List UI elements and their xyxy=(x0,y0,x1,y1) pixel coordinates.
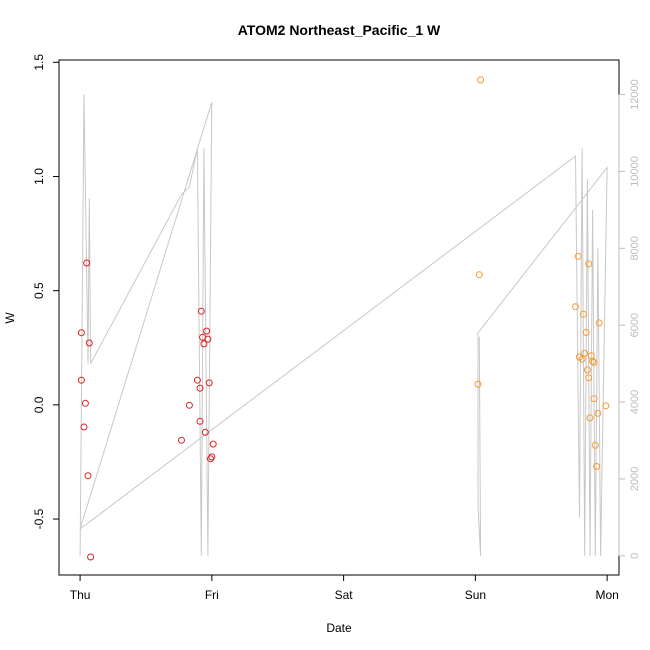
data-point-s1-1 xyxy=(475,271,483,279)
data-point-s1-6 xyxy=(578,355,586,363)
data-point-s1-22 xyxy=(602,402,610,410)
data-point-s0-4 xyxy=(83,259,91,267)
data-point-s0-16 xyxy=(201,428,209,436)
data-point-s0-22 xyxy=(209,440,217,448)
y2-tick-label-1: 2000 xyxy=(629,467,641,491)
y2-tick-label-4: 8000 xyxy=(629,236,641,260)
chart-title: ATOM2 Northeast_Pacific_1 W xyxy=(238,22,441,38)
data-point-s0-19 xyxy=(205,379,213,387)
x-axis: Thu Fri Sat Sun Mon xyxy=(70,574,619,602)
data-point-s1-13 xyxy=(586,414,594,422)
data-point-s1-10 xyxy=(583,366,591,374)
data-point-s0-13 xyxy=(197,307,205,315)
y-tick-label-0: -0.5 xyxy=(32,508,46,529)
data-point-s0-12 xyxy=(196,384,204,392)
data-point-s0-2 xyxy=(80,423,88,431)
data-point-s1-7 xyxy=(579,310,587,318)
data-point-s0-0 xyxy=(77,329,85,337)
data-point-s1-0 xyxy=(474,380,482,388)
y-tick-label-4: 1.5 xyxy=(32,54,46,71)
data-point-s0-6 xyxy=(85,339,93,347)
depth-line-layer xyxy=(79,94,608,556)
plot-frame xyxy=(58,59,620,576)
data-point-s0-3 xyxy=(81,399,89,407)
data-point-s1-17 xyxy=(590,358,598,366)
data-point-s1-15 xyxy=(589,357,597,365)
x-tick-label-1: Fri xyxy=(205,588,219,602)
data-point-s1-9 xyxy=(582,329,590,336)
y-axis-label: W xyxy=(3,312,17,324)
y2-tick-label-0: 0 xyxy=(629,553,641,559)
y2-tick-label-6: 12000 xyxy=(629,79,641,110)
y-tick-label-2: 0.5 xyxy=(32,282,46,299)
y-axis-right: 0 2000 4000 6000 8000 10000 12000 xyxy=(618,79,641,559)
data-point-s1-18 xyxy=(591,441,599,449)
data-point-s0-9 xyxy=(185,401,193,409)
data-point-s1-8 xyxy=(581,349,589,357)
data-point-s0-20 xyxy=(207,455,214,463)
y2-tick-label-2: 4000 xyxy=(629,390,641,414)
data-point-s1-19 xyxy=(593,463,601,470)
data-point-s0-11 xyxy=(196,417,204,425)
data-point-s0-15 xyxy=(200,340,208,348)
y2-tick-label-3: 6000 xyxy=(629,313,641,337)
data-point-s0-5 xyxy=(84,472,92,480)
data-point-s1-3 xyxy=(572,303,579,311)
data-point-s0-10 xyxy=(193,376,201,384)
x-tick-label-2: Sat xyxy=(335,588,354,602)
depth-series-line xyxy=(79,94,608,556)
y-tick-label-3: 1.0 xyxy=(32,168,46,185)
data-point-s0-1 xyxy=(77,376,85,384)
data-point-s0-7 xyxy=(87,553,95,561)
data-point-s1-11 xyxy=(585,260,593,268)
y-tick-label-1: 0.0 xyxy=(32,396,46,413)
data-point-s0-21 xyxy=(208,453,216,461)
data-point-s1-16 xyxy=(590,395,598,403)
data-point-s1-4 xyxy=(574,252,582,260)
points-layer xyxy=(77,76,610,561)
data-point-s0-17 xyxy=(203,327,211,335)
x-tick-label-0: Thu xyxy=(70,588,91,602)
data-point-s0-18 xyxy=(204,335,212,343)
y-axis-left: -0.5 0.0 0.5 1.0 1.5 xyxy=(32,54,60,529)
x-axis-label: Date xyxy=(326,621,352,635)
data-point-s1-20 xyxy=(594,409,602,417)
data-point-s0-8 xyxy=(178,436,185,444)
data-point-s1-12 xyxy=(585,374,593,382)
data-point-s1-2 xyxy=(477,76,485,84)
y2-tick-label-5: 10000 xyxy=(629,156,641,187)
x-tick-label-3: Sun xyxy=(465,588,486,602)
data-point-s1-21 xyxy=(595,319,603,327)
x-tick-label-4: Mon xyxy=(595,588,618,602)
